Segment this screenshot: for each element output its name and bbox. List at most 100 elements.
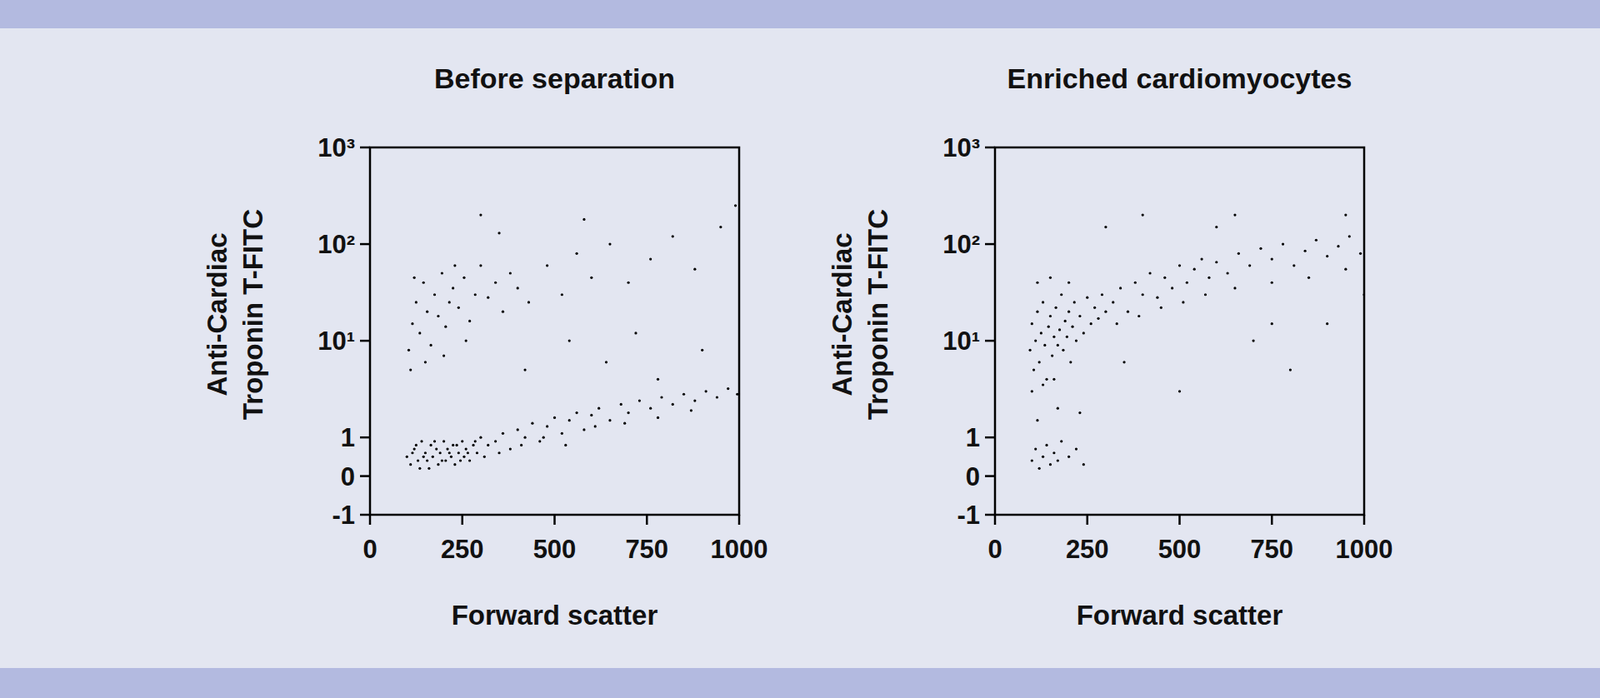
- point: [608, 242, 611, 245]
- point: [1078, 315, 1081, 318]
- point: [462, 455, 465, 459]
- point: [1075, 340, 1078, 343]
- point: [523, 368, 526, 371]
- x-tick: [1270, 515, 1274, 525]
- point: [1111, 300, 1115, 304]
- point: [545, 264, 549, 267]
- point: [1078, 411, 1081, 415]
- point: [623, 422, 626, 425]
- x-tick-label: 0: [987, 535, 1002, 565]
- point: [656, 416, 660, 420]
- title: Enriched cardiomyocytes: [1007, 62, 1353, 95]
- point: [1070, 325, 1074, 329]
- point: [693, 399, 696, 402]
- point: [1060, 440, 1063, 443]
- point: [700, 349, 704, 352]
- y-label: Troponin T-FITC: [862, 209, 894, 420]
- point: [1233, 214, 1236, 217]
- point: [420, 440, 423, 443]
- point: [1170, 286, 1174, 290]
- point: [459, 459, 462, 462]
- point: [436, 315, 440, 318]
- point: [542, 436, 545, 440]
- point: [553, 416, 556, 420]
- x-tick: [645, 515, 649, 525]
- panel: Enriched cardiomyocytes02505007501000-10…: [826, 62, 1393, 631]
- point: [1052, 378, 1055, 381]
- y-tick-label: -1: [956, 500, 980, 530]
- point: [1115, 322, 1119, 325]
- point: [440, 459, 444, 462]
- point: [468, 320, 471, 323]
- point: [1325, 255, 1329, 258]
- point: [1065, 335, 1069, 339]
- point: [682, 393, 685, 396]
- point: [415, 444, 418, 447]
- point: [660, 395, 663, 399]
- y-tick: [985, 514, 995, 517]
- point: [1119, 286, 1122, 290]
- point: [1225, 271, 1229, 275]
- bottom-band: [0, 668, 1600, 698]
- point: [516, 286, 520, 290]
- point: [450, 455, 453, 459]
- point: [471, 444, 475, 447]
- point: [1035, 281, 1039, 285]
- point: [590, 414, 593, 417]
- point: [545, 425, 549, 428]
- point: [597, 407, 600, 410]
- point: [436, 463, 440, 466]
- point: [462, 276, 465, 280]
- x-tick: [461, 515, 465, 525]
- point: [690, 409, 693, 412]
- point: [1126, 310, 1130, 314]
- point: [1215, 260, 1218, 264]
- point: [427, 467, 430, 470]
- point: [605, 360, 608, 364]
- point: [451, 286, 455, 290]
- point: [538, 440, 541, 443]
- point: [1035, 419, 1039, 422]
- x-label: Forward scatter: [451, 600, 659, 631]
- point: [1038, 360, 1041, 364]
- point: [568, 340, 571, 343]
- point: [486, 296, 490, 300]
- point: [1252, 340, 1255, 343]
- background: [0, 0, 1600, 698]
- point: [474, 293, 477, 296]
- point: [1096, 317, 1100, 320]
- y-tick: [360, 243, 370, 246]
- point: [1237, 252, 1240, 255]
- point: [497, 231, 500, 235]
- x-tick-label: 750: [625, 535, 669, 565]
- x-tick-label: 500: [533, 535, 577, 565]
- point: [425, 459, 429, 462]
- point: [475, 451, 479, 455]
- point: [1045, 378, 1048, 381]
- point: [413, 447, 416, 450]
- point: [448, 300, 451, 304]
- point: [1281, 242, 1285, 245]
- x-tick-label: 250: [440, 535, 485, 565]
- point: [620, 403, 623, 406]
- point: [1028, 349, 1031, 352]
- x-tick: [553, 515, 556, 525]
- point: [1067, 281, 1070, 285]
- point: [457, 306, 460, 310]
- point: [649, 257, 652, 260]
- point: [1336, 245, 1340, 248]
- point: [608, 419, 611, 422]
- point: [1155, 296, 1159, 300]
- y-tick-label: 10³: [942, 133, 980, 163]
- x-tick: [1086, 515, 1090, 525]
- point: [1090, 322, 1093, 325]
- point: [1270, 322, 1274, 325]
- point: [671, 235, 675, 238]
- point: [656, 378, 660, 381]
- y-tick: [360, 475, 370, 478]
- point: [1325, 322, 1329, 325]
- y-tick: [985, 340, 995, 343]
- y-tick-label: -1: [331, 500, 355, 530]
- point: [413, 276, 416, 280]
- point: [1344, 268, 1347, 271]
